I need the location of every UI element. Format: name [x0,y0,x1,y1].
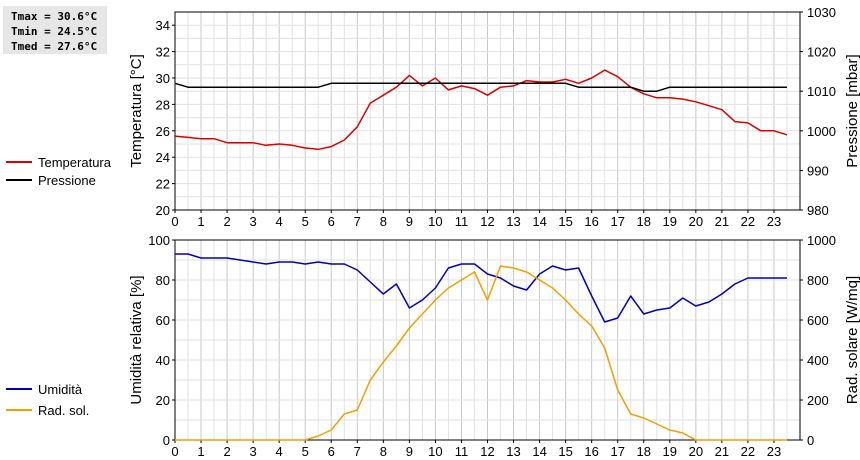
series-temperatura-line [174,69,788,151]
y-right-tick-label: 200 [807,393,829,408]
y-left-tick-label: 40 [156,353,170,368]
x-tick-label: 17 [610,214,624,229]
x-tick-label: 20 [689,444,703,459]
x-tick-label: 8 [380,214,387,229]
y-left-axis-label: Umidità relativa [%] [128,275,145,404]
y-left-tick-label: 100 [148,233,170,248]
tmed-label: Tmed = 27.6°C [11,40,98,53]
x-tick-label: 7 [354,444,361,459]
y-left-tick-label: 34 [156,18,170,33]
legend-label: Pressione [38,173,96,188]
y-left-tick-label: 30 [156,71,170,86]
x-tick-label: 9 [406,214,413,229]
stats-box: Tmax = 30.6°C Tmin = 24.5°C Tmed = 27.6°… [3,6,107,54]
series-pressione-line [174,82,787,92]
x-tick-label: 10 [428,444,442,459]
x-tick-label: 23 [767,444,781,459]
x-tick-label: 1 [197,444,204,459]
legend-label: Umidità [38,382,83,397]
y-left-tick-label: 28 [156,97,170,112]
x-tick-label: 1 [197,214,204,229]
series-rad-sol-line [175,265,787,441]
x-tick-label: 18 [637,214,651,229]
x-tick-label: 13 [506,214,520,229]
y-right-tick-label: 400 [807,353,829,368]
grid [174,11,801,211]
y-right-tick-label: 800 [807,273,829,288]
y-right-axis-label: Rad. solare [W/mq] [844,276,860,404]
x-tick-label: 14 [532,444,546,459]
y-left-tick-label: 0 [163,433,170,448]
x-tick-label: 20 [689,214,703,229]
legend-label: Temperatura [38,155,112,170]
y-left-tick-label: 20 [156,203,170,218]
x-tick-label: 4 [276,444,283,459]
x-tick-label: 18 [637,444,651,459]
x-tick-label: 6 [328,444,335,459]
y-right-tick-label: 1010 [807,84,836,99]
y-left-tick-label: 24 [156,150,170,165]
series-umidit-line [175,253,787,323]
y-right-axis-label: Pressione [mbar] [844,54,860,167]
y-right-tick-label: 1020 [807,45,836,60]
x-tick-label: 5 [302,444,309,459]
y-right-tick-label: 1000 [807,124,836,139]
y-left-tick-label: 20 [156,393,170,408]
x-tick-label: 17 [610,444,624,459]
x-tick-label: 9 [406,444,413,459]
x-tick-label: 4 [276,214,283,229]
x-tick-label: 10 [428,214,442,229]
y-right-tick-label: 0 [807,433,814,448]
x-tick-label: 13 [506,444,520,459]
humidity-radiation-chart: 0 1 2 3 4 5 6 7 8 9 10 11 12 13 14 15 16 17 18 19 20 21 22 2302… [6,233,860,459]
legend-label: Rad. sol. [38,403,89,418]
x-tick-label: 11 [455,444,469,459]
tmin-label: Tmin = 24.5°C [11,25,98,38]
y-right-tick-label: 980 [807,203,829,218]
x-tick-label: 23 [767,214,781,229]
y-right-tick-label: 1030 [807,5,836,20]
y-right-tick-label: 990 [807,163,829,178]
x-tick-label: 12 [480,214,494,229]
y-left-tick-label: 60 [156,313,170,328]
x-tick-label: 0 [171,214,178,229]
tmax-label: Tmax = 30.6°C [11,10,98,23]
x-tick-label: 12 [480,444,494,459]
x-tick-label: 16 [584,444,598,459]
y-right-tick-label: 600 [807,313,829,328]
x-tick-label: 3 [250,444,257,459]
y-left-tick-label: 80 [156,273,170,288]
x-tick-label: 0 [171,444,178,459]
x-tick-label: 3 [250,214,257,229]
temperature-pressure-chart: 0 1 2 3 4 5 6 7 8 9 10 11 12 13 14 15 16 17 18 19 20 21 22 2320… [6,5,860,229]
x-tick-label: 8 [380,444,387,459]
y-left-tick-label: 22 [156,177,170,192]
x-tick-label: 5 [302,214,309,229]
x-tick-label: 6 [328,214,335,229]
x-tick-label: 22 [741,444,755,459]
x-tick-label: 15 [558,444,572,459]
grid [174,239,801,441]
y-left-axis-label: Temperatura [°C] [128,54,145,168]
y-left-tick-label: 26 [156,124,170,139]
x-tick-label: 15 [558,214,572,229]
x-tick-label: 14 [532,214,546,229]
x-tick-label: 16 [584,214,598,229]
x-tick-label: 7 [354,214,361,229]
x-tick-label: 2 [223,444,230,459]
y-right-tick-label: 1000 [807,233,836,248]
x-tick-label: 21 [715,444,729,459]
x-tick-label: 19 [663,214,677,229]
x-tick-label: 11 [455,214,469,229]
y-left-tick-label: 32 [156,45,170,60]
x-tick-label: 2 [223,214,230,229]
x-tick-label: 19 [663,444,677,459]
x-tick-label: 22 [741,214,755,229]
x-tick-label: 21 [715,214,729,229]
